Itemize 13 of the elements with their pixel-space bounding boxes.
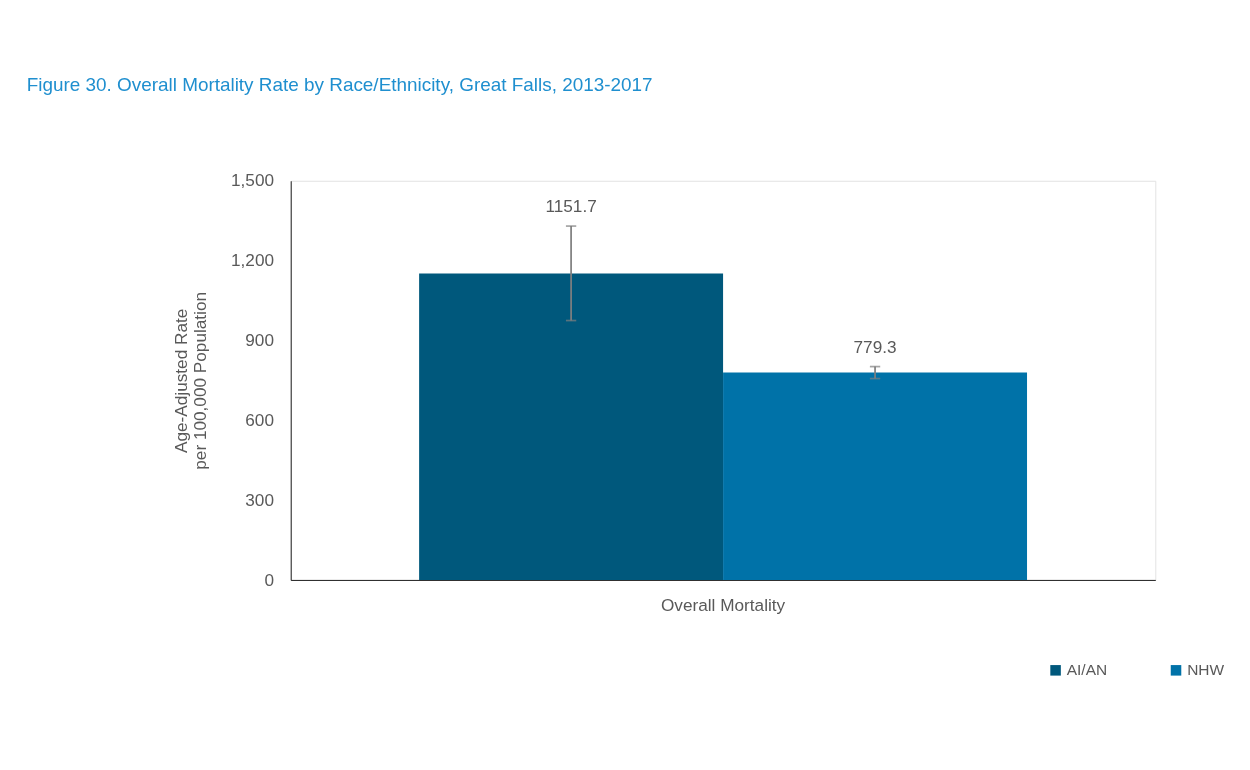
y-tick-label: 900 (245, 330, 274, 351)
x-tick-label: Overall Mortality (660, 595, 786, 616)
y-axis-title: Age-Adjusted Rate per 100,000 Population (171, 291, 210, 470)
chart-title: Figure 30. Overall Mortality Rate by Race/Ethnicity, Great Falls, 2013-2017 (26, 73, 653, 95)
y-tick-label: 600 (245, 409, 274, 430)
legend-label: AI/AN (1066, 660, 1108, 678)
y-tick-label: 300 (245, 489, 274, 510)
y-tick-label: 1,200 (230, 250, 274, 271)
y-tick-label: 0 (264, 569, 274, 590)
legend-label: NHW (1187, 660, 1225, 678)
y-tick-label: 1,500 (230, 170, 274, 191)
data-label: 1151.7 (545, 196, 597, 217)
data-label: 779.3 (853, 336, 897, 357)
